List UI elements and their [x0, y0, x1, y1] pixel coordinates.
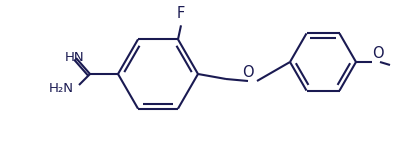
Text: H₂N: H₂N: [49, 82, 74, 96]
Text: O: O: [372, 46, 384, 61]
Text: O: O: [242, 65, 254, 80]
Text: HN: HN: [65, 51, 85, 64]
Text: F: F: [177, 6, 185, 21]
